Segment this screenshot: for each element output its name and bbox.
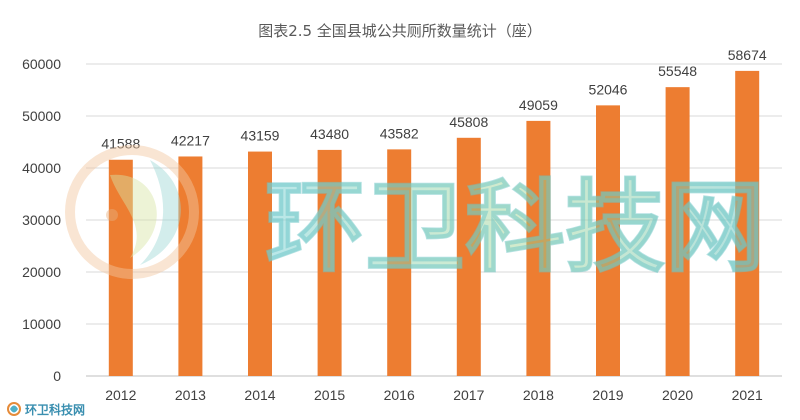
bar	[387, 149, 412, 376]
x-tick-label: 2020	[662, 387, 693, 403]
x-tick-label: 2017	[453, 387, 484, 403]
x-tick-label: 2019	[592, 387, 623, 403]
x-tick-label: 2014	[244, 387, 275, 403]
corner-watermark-text: 环卫科技网	[25, 402, 85, 417]
bar	[456, 137, 481, 376]
data-label: 55548	[658, 63, 697, 79]
bar	[735, 70, 760, 376]
x-tick-label: 2018	[523, 387, 554, 403]
y-tick-label: 40000	[22, 160, 61, 176]
data-label: 42217	[171, 132, 210, 148]
data-label: 43159	[241, 128, 280, 144]
data-label: 43582	[380, 125, 419, 141]
data-label: 41588	[101, 136, 140, 152]
y-tick-label: 10000	[22, 316, 61, 332]
bars	[108, 70, 760, 377]
y-tick-label: 30000	[22, 212, 61, 228]
y-axis-ticks: 0 10000 20000 30000 40000 50000 60000	[22, 56, 61, 384]
bar	[248, 151, 272, 376]
y-tick-label: 0	[53, 368, 61, 384]
bar	[108, 159, 133, 376]
y-tick-label: 60000	[22, 56, 61, 72]
data-label: 58674	[728, 47, 767, 63]
x-tick-label: 2013	[175, 387, 206, 403]
x-axis-ticks: 2012 2013 2014 2015 2016 2017 2018 2019 2020 2021	[105, 387, 763, 403]
bar	[665, 87, 690, 377]
bar	[178, 156, 203, 376]
data-label: 43480	[310, 126, 349, 142]
x-tick-label: 2021	[732, 387, 763, 403]
y-tick-label: 20000	[22, 264, 61, 280]
y-tick-label: 50000	[22, 108, 61, 124]
watermark-logo	[65, 145, 199, 279]
data-label: 49059	[519, 97, 558, 113]
bar	[526, 120, 551, 376]
bar	[317, 149, 342, 376]
corner-watermark: 环卫科技网	[7, 402, 85, 417]
chart-title: 图表2.5 全国县城公共厕所数量统计（座）	[258, 22, 542, 40]
x-tick-label: 2012	[105, 387, 136, 403]
watermark-text: 环卫科技网	[265, 169, 765, 286]
data-label: 52046	[589, 81, 628, 97]
data-labels: 41588 42217 43159 43480 43582 45808 49059 52046…	[101, 47, 767, 152]
data-label: 45808	[449, 114, 488, 130]
bar	[596, 105, 620, 376]
x-tick-label: 2015	[314, 387, 345, 403]
x-tick-label: 2016	[384, 387, 415, 403]
